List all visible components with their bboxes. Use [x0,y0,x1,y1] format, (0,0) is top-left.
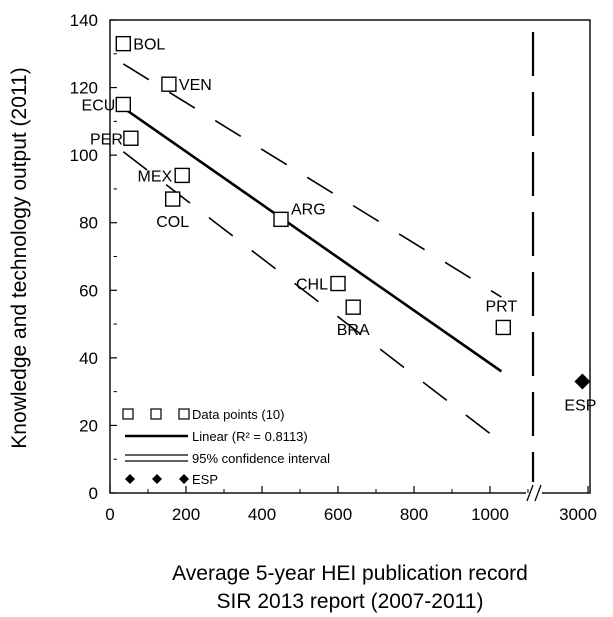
point-label-esp: ESP [564,398,596,415]
point-label-mex: MEX [138,168,173,185]
legend-marker-diamond [125,474,135,484]
x-tick-label: 800 [400,505,428,524]
y-tick-label: 100 [70,146,98,165]
x-tick-label: 3000 [559,505,597,524]
y-axis-title: Knowledge and technology output (2011) [8,67,31,448]
legend-label: Linear (R² = 0.8113) [192,429,308,444]
data-point-mex [174,167,190,184]
data-point-ven [161,76,177,92]
x-tick-label: 1000 [471,505,509,524]
x-tick-label: 400 [248,505,276,524]
legend-marker-square [150,408,162,420]
x-tick-label: 200 [172,505,200,524]
x-axis-title-line-1: Average 5-year HEI publication record [172,562,528,585]
linear-fit-line [122,106,503,373]
data-point-esp [574,373,591,390]
y-tick-label: 0 [89,484,98,503]
data-point-arg [273,211,289,228]
point-label-bol: BOL [133,37,165,54]
data-point-bol [115,35,132,52]
data-point-col [164,191,181,207]
y-tick-label: 60 [79,281,98,300]
point-label-ven: VEN [179,77,212,94]
confidence-interval-line [122,151,502,443]
legend: Data points (10) Linear (R² = 0.8113) 95% … [122,407,330,487]
point-label-bra: BRA [337,322,370,339]
x-axis-break-gap [526,483,542,503]
x-axis-break-mark [526,484,534,502]
point-label-arg: ARG [291,201,326,218]
data-point-bra [345,299,361,315]
point-label-chl: CHL [296,277,328,294]
confidence-interval-line [122,63,502,298]
legend-label: Data points (10) [192,407,285,422]
y-tick-label: 40 [79,349,98,368]
data-point-prt [495,319,511,336]
point-label-per: PER [90,131,123,148]
point-label-col: COL [156,214,189,231]
y-tick-label: 120 [70,79,98,98]
x-axis-title-line-2: SIR 2013 report (2007-2011) [217,590,484,613]
data-point-ecu [115,96,132,113]
axes: 0 20 40 60 80 100 120 140 0 200 400 600 800 1000 3000 [70,11,597,524]
data-point-chl [330,275,346,292]
legend-marker-diamond [152,474,162,484]
x-tick-label: 0 [105,505,114,524]
plot-frame [109,19,591,494]
legend-marker-square [178,408,190,420]
x-axis-break-mark [534,484,542,502]
legend-marker-diamond [179,474,189,484]
legend-label: 95% confidence interval [192,451,330,466]
y-tick-label: 20 [79,416,98,435]
data-point-per [123,130,139,146]
y-tick-label: 140 [70,11,98,30]
data-marks: BOL VEN ECU PER MEX COL ARG CHL BRA PRT ESP [82,35,596,443]
y-tick-label: 80 [79,214,98,233]
legend-marker-square [122,408,134,420]
legend-label: ESP [192,472,218,487]
point-label-ecu: ECU [82,97,116,114]
point-label-prt: PRT [485,298,517,315]
x-tick-label: 600 [324,505,352,524]
